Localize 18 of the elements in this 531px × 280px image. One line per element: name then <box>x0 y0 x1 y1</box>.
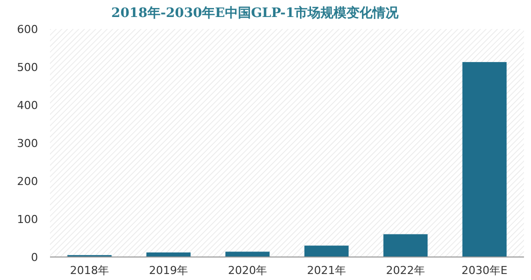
y-tick-label: 400 <box>17 99 38 112</box>
y-tick-label: 100 <box>17 213 38 226</box>
x-tick-label: 2018年 <box>70 264 109 277</box>
bar <box>304 246 349 257</box>
y-tick-label: 600 <box>17 23 38 36</box>
y-tick-label: 200 <box>17 175 38 188</box>
x-tick-label: 2019年 <box>149 264 188 277</box>
x-tick-label: 2022年 <box>386 264 425 277</box>
x-tick-label: 2020年 <box>228 264 267 277</box>
x-tick-label: 2030年E <box>462 264 508 277</box>
bar <box>225 252 270 257</box>
y-tick-label: 0 <box>31 251 38 264</box>
bar <box>383 234 428 257</box>
y-tick-label: 500 <box>17 61 38 74</box>
y-tick-label: 300 <box>17 137 38 150</box>
x-tick-label: 2021年 <box>307 264 346 277</box>
chart-title: 2018年-2030年E中国GLP-1市场规模变化情况 <box>111 5 400 21</box>
bar <box>462 62 507 257</box>
